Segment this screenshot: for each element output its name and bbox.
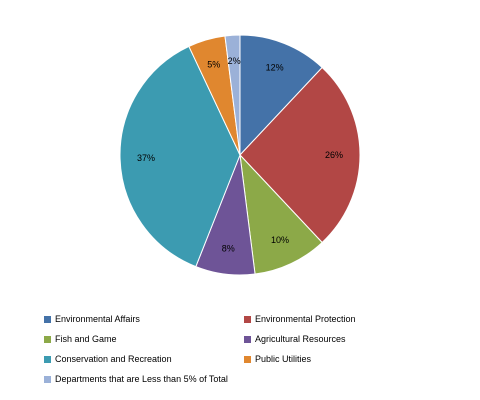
pie-slice-departments-that-are-less-than-5-of-total <box>224 34 241 156</box>
data-label-fish-and-game: 10% <box>271 235 289 245</box>
legend-label: Agricultural Resources <box>255 334 346 344</box>
legend-label: Environmental Affairs <box>55 314 140 324</box>
legend-label: Fish and Game <box>55 334 117 344</box>
legend-item-environmental-affairs: Environmental Affairs <box>44 314 140 324</box>
legend-label: Departments that are Less than 5% of Tot… <box>55 374 228 384</box>
data-label-public-utilities: 5% <box>207 60 220 70</box>
pie-slice-conservation-and-recreation <box>119 45 241 268</box>
data-label-conservation-and-recreation: 37% <box>137 153 155 163</box>
legend-swatch <box>44 375 51 383</box>
legend-swatch <box>244 355 251 363</box>
pie-slice-fish-and-game <box>239 153 323 275</box>
legend-label: Public Utilities <box>255 354 312 364</box>
legend-item-environmental-protection: Environmental Protection <box>244 314 356 324</box>
data-label-environmental-protection: 26% <box>325 150 343 160</box>
data-label-environmental-affairs: 12% <box>266 63 284 73</box>
legend-swatch <box>44 355 51 363</box>
legend-swatch <box>244 335 251 343</box>
legend-item-fish-and-game: Fish and Game <box>44 334 117 344</box>
legend-swatch <box>44 315 51 323</box>
data-label-departments-that-are-less-than-5-of-total: 2% <box>228 56 241 66</box>
legend-item-departments-that-are-less-than-5-of-total: Departments that are Less than 5% of Tot… <box>44 374 228 384</box>
legend-label: Conservation and Recreation <box>55 354 172 364</box>
pie-chart: 12% 26% 10% 8% 37% 5% 2% <box>119 34 361 276</box>
legend-item-agricultural-resources: Agricultural Resources <box>244 334 346 344</box>
legend-item-public-utilities: Public Utilities <box>244 354 311 364</box>
pie-slice-environmental-protection <box>239 66 361 244</box>
pie-slice-environmental-affairs <box>239 34 323 157</box>
legend-item-conservation-and-recreation: Conservation and Recreation <box>44 354 172 364</box>
data-label-agricultural-resources: 8% <box>222 243 235 253</box>
legend-swatch <box>244 315 251 323</box>
legend-swatch <box>44 335 51 343</box>
legend-label: Environmental Protection <box>255 314 356 324</box>
